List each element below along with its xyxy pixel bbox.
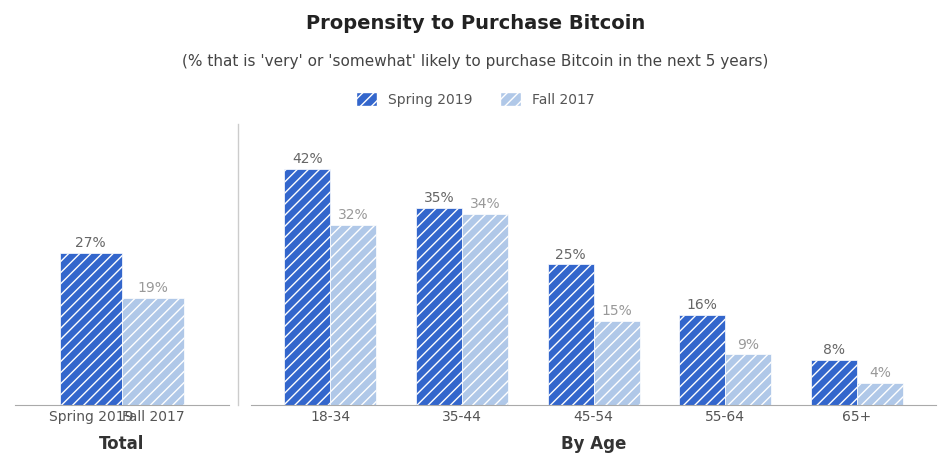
Legend: Spring 2019, Fall 2017: Spring 2019, Fall 2017 — [351, 87, 600, 112]
Text: 27%: 27% — [75, 236, 107, 250]
Bar — [330, 225, 377, 405]
Text: (% that is 'very' or 'somewhat' likely to purchase Bitcoin in the next 5 years): (% that is 'very' or 'somewhat' likely t… — [183, 54, 768, 69]
Bar — [416, 208, 462, 405]
Bar — [60, 253, 122, 405]
Text: 19%: 19% — [138, 281, 168, 295]
Bar — [593, 321, 640, 405]
Text: 16%: 16% — [687, 298, 718, 312]
Bar — [857, 382, 903, 405]
Text: 8%: 8% — [823, 343, 845, 357]
Bar — [726, 354, 771, 405]
Bar — [679, 315, 726, 405]
Text: 34%: 34% — [470, 197, 500, 211]
Text: 32%: 32% — [339, 208, 369, 222]
Text: 15%: 15% — [601, 304, 632, 318]
Bar — [462, 214, 508, 405]
Text: 42%: 42% — [292, 152, 322, 166]
X-axis label: Total: Total — [99, 435, 145, 453]
X-axis label: By Age: By Age — [561, 435, 627, 453]
Text: 4%: 4% — [869, 366, 891, 380]
Text: 9%: 9% — [737, 337, 760, 351]
Bar — [122, 298, 184, 405]
Text: 35%: 35% — [424, 191, 455, 205]
Bar — [548, 264, 593, 405]
Bar — [284, 169, 330, 405]
Bar — [811, 360, 857, 405]
Text: Propensity to Purchase Bitcoin: Propensity to Purchase Bitcoin — [306, 14, 645, 33]
Text: 25%: 25% — [555, 248, 586, 262]
